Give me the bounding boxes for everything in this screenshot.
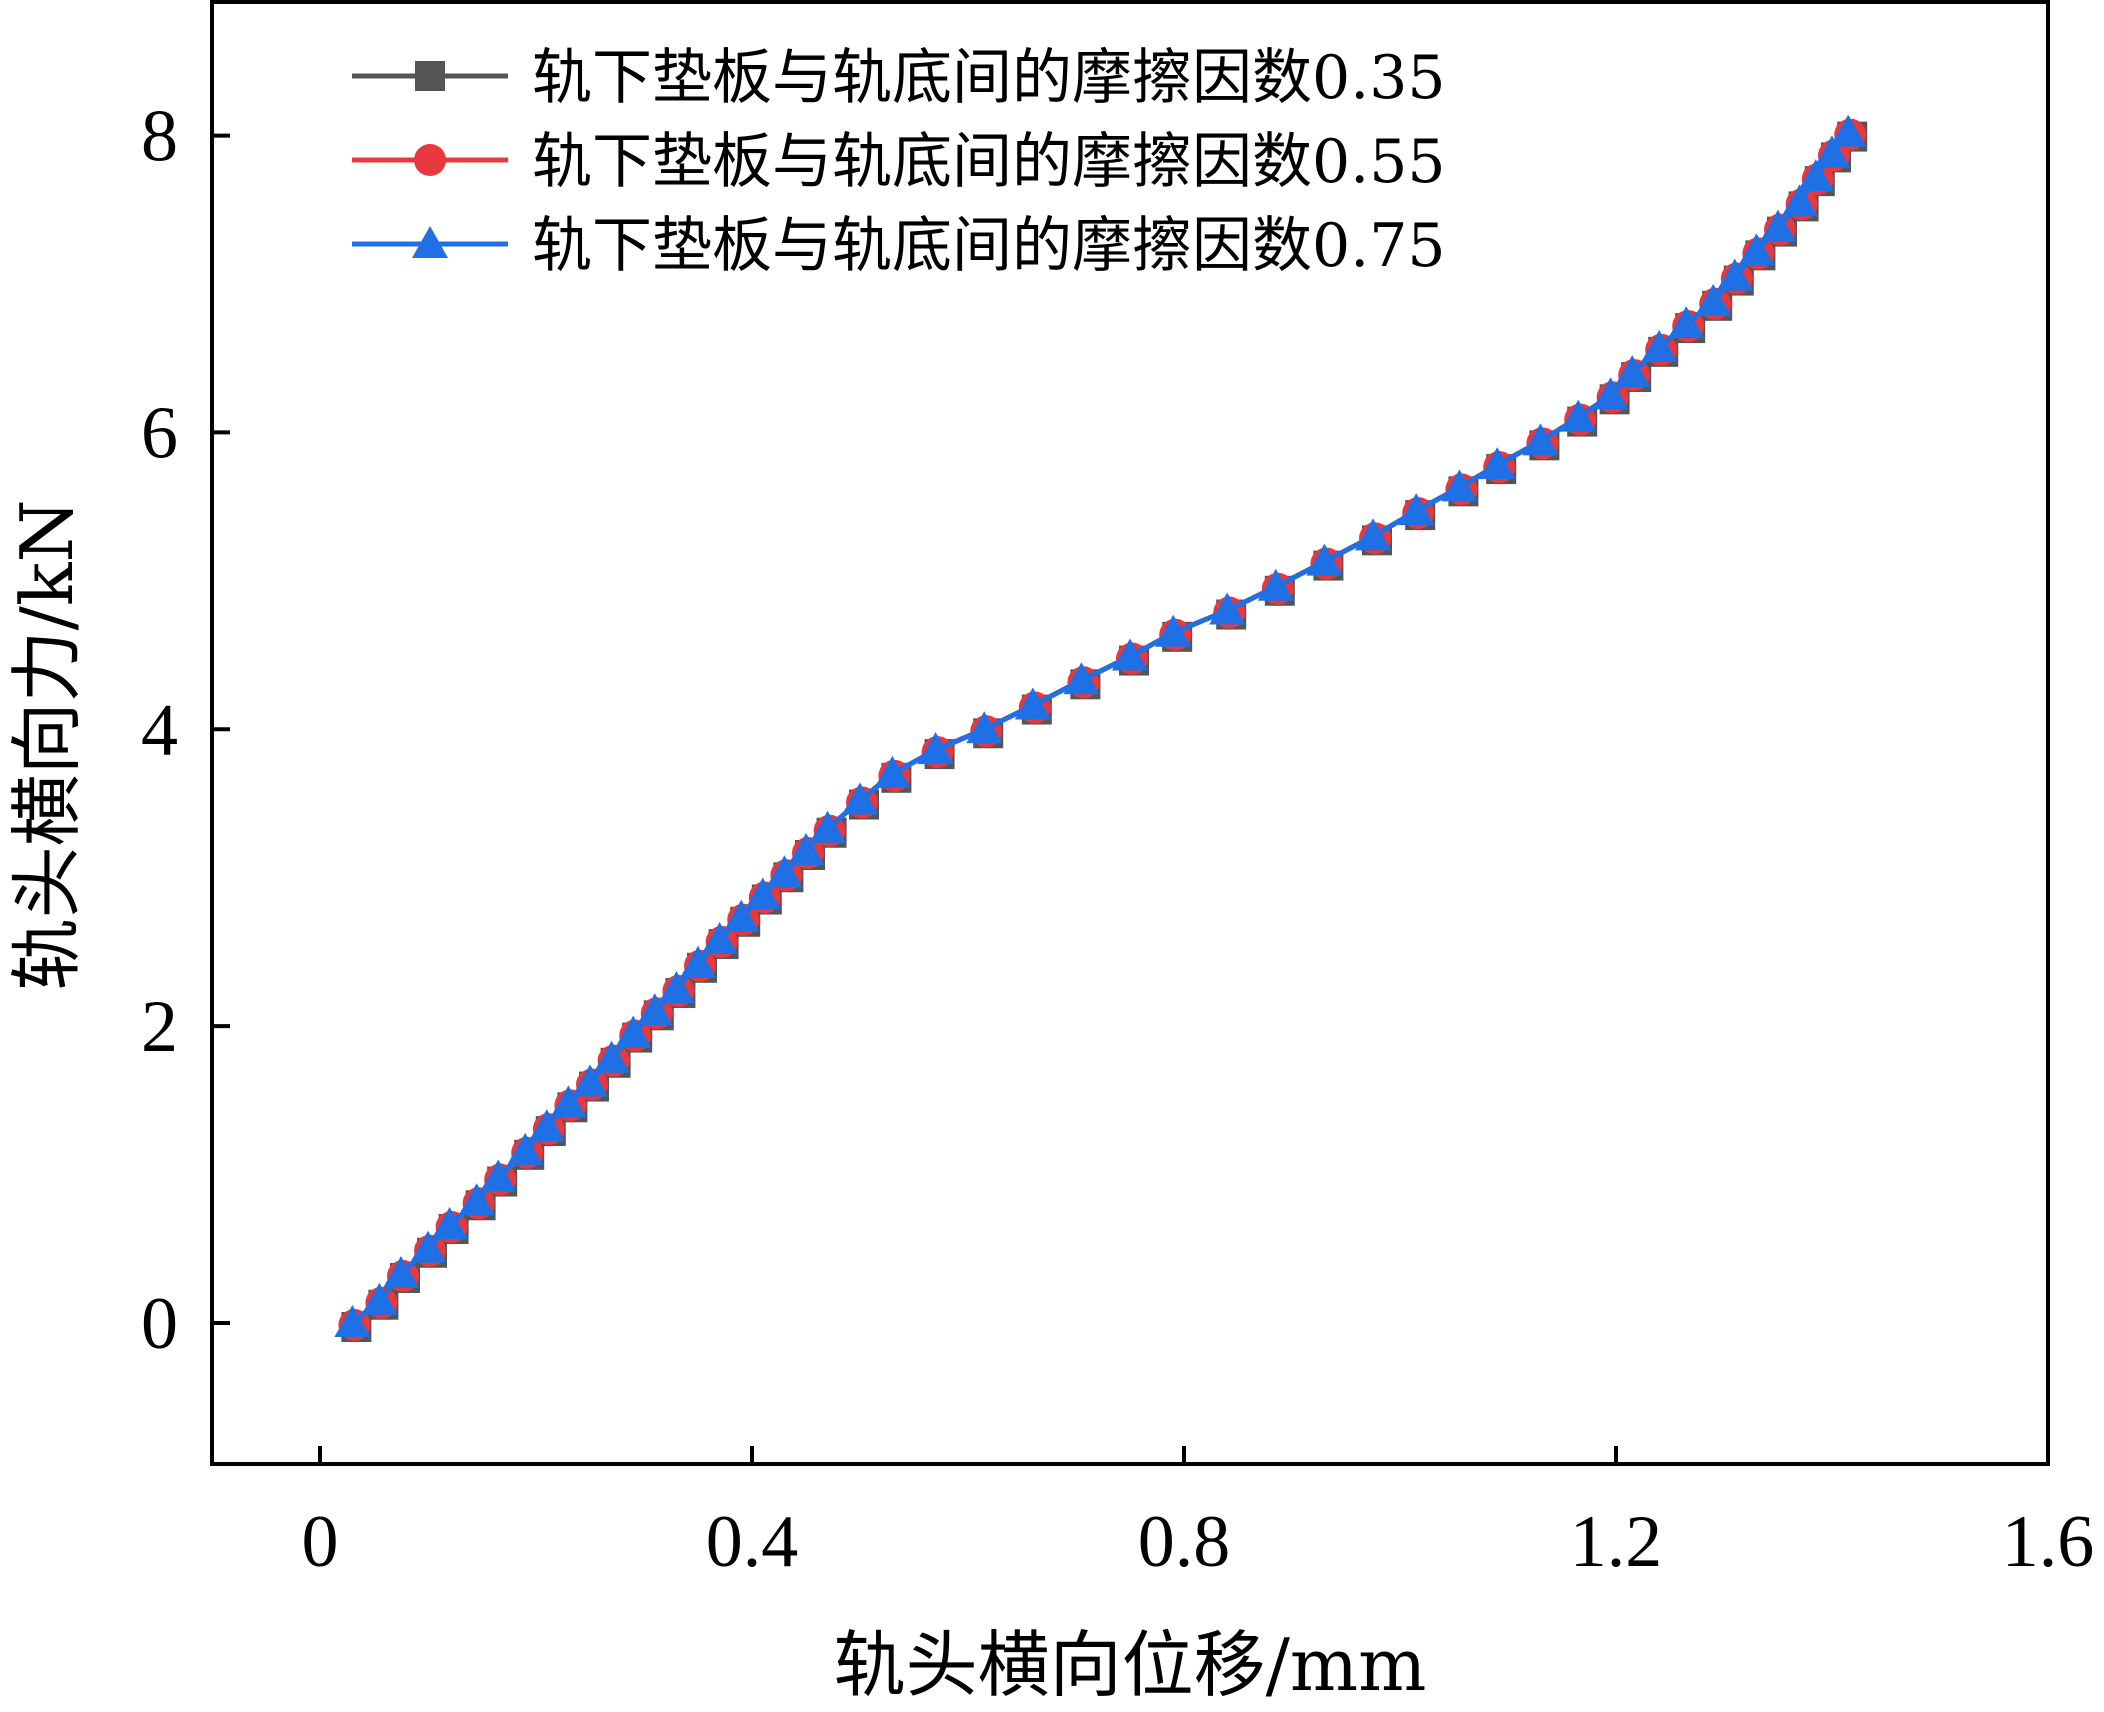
series-2-point-28 <box>1112 638 1148 671</box>
series-2-point-43 <box>1695 283 1732 316</box>
series-2 <box>334 114 1867 1337</box>
legend-label-1: 轨下垫板与轨底间的摩擦因数0.55 <box>532 127 1446 197</box>
y-axis-title: 轨头横向力/kN <box>5 500 89 991</box>
legend-entry-0: 轨下垫板与轨底间的摩擦因数0.35 <box>352 43 1446 113</box>
legend-label-0: 轨下垫板与轨底间的摩擦因数0.35 <box>532 43 1446 113</box>
x-tick-label-0: 0 <box>302 1501 339 1583</box>
series-2-point-13 <box>636 993 673 1026</box>
series-2-point-32 <box>1306 543 1343 576</box>
series-2-point-10 <box>572 1064 608 1097</box>
series-2-point-49 <box>1814 135 1850 168</box>
series-2-point-25 <box>966 711 1003 744</box>
series-2-point-30 <box>1209 592 1246 625</box>
series-2-point-0 <box>334 1304 371 1337</box>
y-tick-label-1: 2 <box>141 986 178 1068</box>
y-tick-label-2: 4 <box>141 689 178 771</box>
x-tick-label-1: 0.4 <box>706 1501 799 1583</box>
series-2-point-21 <box>809 810 846 843</box>
series-2-point-9 <box>550 1085 587 1118</box>
y-tick-label-0: 0 <box>141 1283 178 1365</box>
series-2-point-15 <box>680 945 716 978</box>
series-2-point-41 <box>1641 329 1678 362</box>
legend-marker-circle-1 <box>414 144 446 176</box>
y-tick-label-3: 6 <box>141 392 178 474</box>
series-2-point-36 <box>1479 447 1516 480</box>
y-tick-label-4: 8 <box>141 96 178 178</box>
series-2-point-48 <box>1797 159 1834 192</box>
series-2-point-8 <box>528 1109 565 1142</box>
legend-marker-triangle-2 <box>412 226 448 258</box>
tick-labels-layer: 0 0.4 0.8 1.2 1.6 0 2 4 6 8 <box>141 96 2094 1583</box>
series-2-point-23 <box>874 755 911 788</box>
series-2-point-31 <box>1257 568 1294 601</box>
series-2-point-38 <box>1560 399 1597 432</box>
series-layer <box>334 114 1868 1342</box>
legend-label-2: 轨下垫板与轨底间的摩擦因数0.75 <box>532 211 1446 281</box>
series-2-point-18 <box>744 877 781 910</box>
ticks-layer <box>212 133 2050 1464</box>
series-2-point-19 <box>766 855 803 888</box>
series-2-point-2 <box>383 1256 419 1289</box>
legend-entry-2: 轨下垫板与轨底间的摩擦因数0.75 <box>352 211 1446 281</box>
series-2-point-45 <box>1738 233 1775 266</box>
series-2-point-22 <box>842 782 878 815</box>
series-2-point-14 <box>658 971 695 1004</box>
series-2-point-33 <box>1355 518 1391 551</box>
series-2-point-50 <box>1830 114 1867 147</box>
series-2-point-11 <box>593 1040 630 1073</box>
series-2-point-24 <box>917 732 954 765</box>
series-2-point-4 <box>431 1207 468 1240</box>
series-2-point-12 <box>615 1015 652 1048</box>
legend: 轨下垫板与轨底间的摩擦因数0.35 轨下垫板与轨底间的摩擦因数0.55 轨下垫板… <box>352 43 1446 281</box>
series-2-point-37 <box>1522 423 1559 456</box>
legend-entry-1: 轨下垫板与轨底间的摩擦因数0.55 <box>352 127 1446 197</box>
series-2-point-34 <box>1398 493 1435 526</box>
legend-marker-square-0 <box>415 61 445 91</box>
series-2-point-44 <box>1716 258 1753 291</box>
series-2-point-27 <box>1063 662 1100 695</box>
series-2-point-46 <box>1760 209 1796 242</box>
series-2-point-3 <box>410 1230 446 1263</box>
series-2-point-42 <box>1668 306 1705 339</box>
plot-frame <box>210 0 2050 1466</box>
series-2-point-17 <box>723 899 760 932</box>
series-2-point-40 <box>1614 355 1651 388</box>
series-2-point-20 <box>788 832 824 865</box>
series-2-point-26 <box>1014 687 1051 720</box>
series-2-point-16 <box>701 922 738 955</box>
x-tick-label-2: 0.8 <box>1138 1501 1231 1583</box>
series-2-point-35 <box>1441 469 1478 502</box>
series-2-point-7 <box>507 1132 544 1165</box>
x-tick-label-4: 1.6 <box>2002 1501 2095 1583</box>
x-axis-title: 轨头横向位移/mm <box>834 1623 1427 1707</box>
series-2-point-29 <box>1155 614 1192 647</box>
series-2-point-47 <box>1781 184 1818 217</box>
series-2-point-5 <box>458 1183 495 1216</box>
x-tick-label-3: 1.2 <box>1570 1501 1663 1583</box>
series-2-point-6 <box>480 1159 517 1192</box>
series-2-point-1 <box>361 1282 398 1315</box>
series-2-point-39 <box>1592 377 1629 410</box>
